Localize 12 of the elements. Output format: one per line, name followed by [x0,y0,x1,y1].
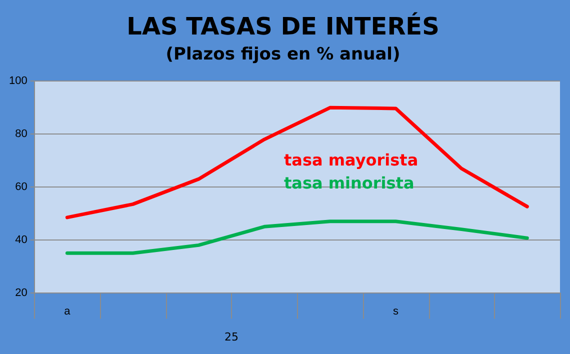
y-tick-label: 60 [15,181,28,194]
chart-subtitle: (Plazos fijos en % anual) [166,44,400,64]
y-tick-label: 40 [15,234,28,246]
series-label: tasa minorista [284,173,414,192]
series-label: tasa mayorista [284,150,418,170]
x-tick-label: s [392,305,399,318]
x-tick-label: a [64,305,72,318]
y-tick-label: 80 [15,128,28,140]
text: 25 [224,330,238,344]
chart-title: LAS TASAS DE INTERÉS [126,12,440,41]
y-tick-label: 100 [8,75,28,88]
y-tick-label: 20 [15,286,28,299]
